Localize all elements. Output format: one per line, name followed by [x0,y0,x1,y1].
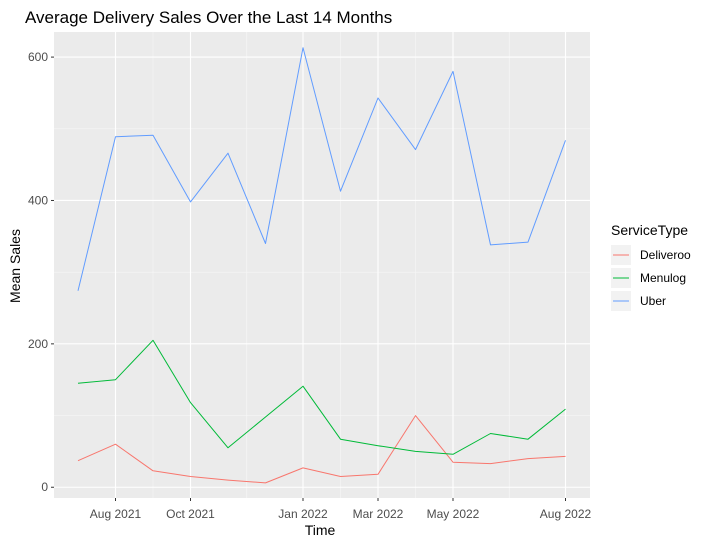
x-tick-label: Aug 2021 [90,507,142,521]
legend-label-menulog: Menulog [640,271,686,285]
x-tick-label: Jan 2022 [278,507,328,521]
legend-label-deliveroo: Deliveroo [640,248,691,262]
x-tick-label: May 2022 [427,507,480,521]
plot-panel [54,32,590,498]
major-gridlines [54,32,590,498]
x-axis-title: Time [305,522,336,538]
y-tick-label: 0 [41,480,48,494]
y-tick-label: 200 [28,337,48,351]
x-tick-label: Oct 2021 [166,507,215,521]
chart-title: Average Delivery Sales Over the Last 14 … [25,8,392,27]
series-line-uber [77,47,566,291]
series-line-deliveroo [77,415,566,484]
legend-label-uber: Uber [640,294,666,308]
y-tick-label: 400 [28,193,48,207]
x-tick-label: Aug 2022 [540,507,592,521]
x-tick-label: Mar 2022 [353,507,404,521]
y-axis: 0 200 400 600 [28,50,54,494]
minor-gridlines [54,32,590,498]
y-tick-label: 600 [28,50,48,64]
legend-title: ServiceType [611,222,688,238]
series-line-menulog [77,339,566,455]
legend: ServiceType Deliveroo Menulog Uber [611,222,691,311]
series-lines [77,47,566,484]
y-axis-title: Mean Sales [7,229,23,303]
x-axis: Aug 2021 Oct 2021 Jan 2022 Mar 2022 May 2022… [90,498,592,521]
